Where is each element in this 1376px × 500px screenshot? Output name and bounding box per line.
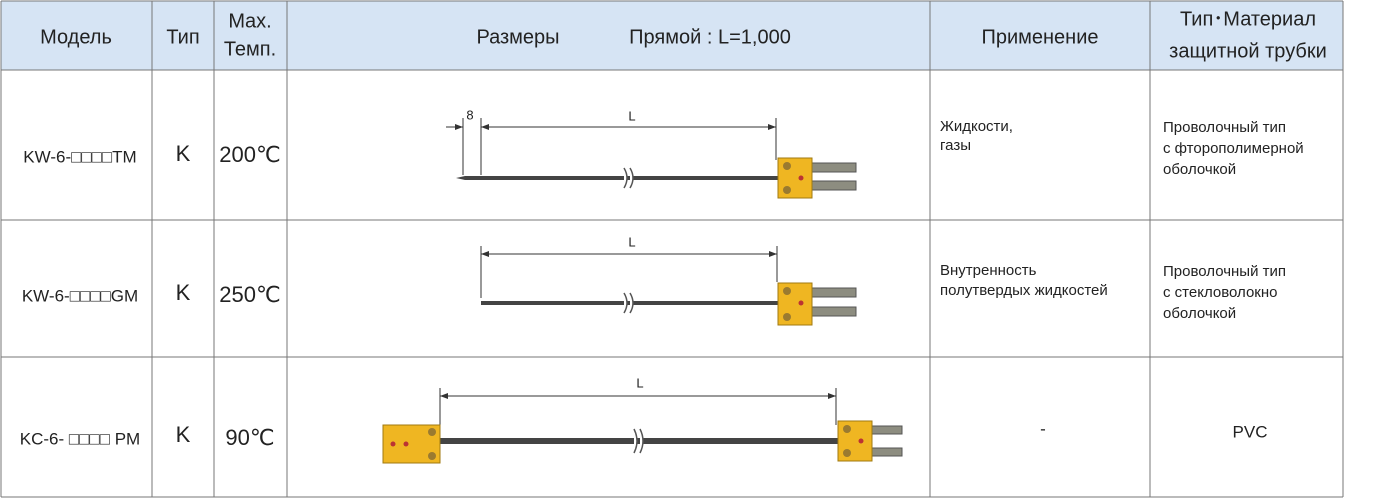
model-cell: KW-6-□□□□GM [22, 286, 138, 305]
drawing-part [633, 428, 644, 454]
header-cell: Прямой : L=1,000 [629, 26, 791, 48]
dimension-label: 8 [466, 107, 473, 122]
header-background [1, 1, 1343, 70]
drawing-part [783, 162, 791, 170]
drawing-part [390, 441, 396, 447]
drawing-part [858, 438, 864, 444]
material-cell: оболочкой [1163, 305, 1236, 322]
type-cell: K [176, 141, 191, 166]
header-cell: Применение [981, 26, 1098, 48]
drawing-part [428, 452, 436, 460]
temp-cell: 250℃ [219, 282, 280, 307]
application-cell: газы [940, 137, 971, 154]
type-cell: K [176, 422, 191, 447]
material-cell: с фторополимерной [1163, 140, 1304, 157]
drawing-part [798, 300, 804, 306]
drawing-part [783, 287, 791, 295]
application-cell: Жидкости, [940, 118, 1013, 135]
header-cell: Модель [40, 26, 112, 48]
dimension-label: L [628, 234, 635, 249]
dimension-drawing [480, 246, 778, 298]
connector [837, 420, 873, 462]
dimension-label: L [628, 108, 635, 123]
drawing-part [783, 313, 791, 321]
drawing-part [843, 449, 851, 457]
model-cell: KW-6-□□□□TM [23, 147, 136, 166]
drawing-part [623, 292, 634, 314]
application-cell: полутвердых жидкостей [940, 282, 1108, 299]
drawing-part [809, 162, 857, 173]
drawing-part [809, 306, 857, 317]
temp-cell: 90℃ [225, 425, 274, 450]
drawing-part [843, 425, 851, 433]
material-cell: оболочкой [1163, 161, 1236, 178]
material-cell: PVC [1233, 422, 1268, 441]
drawing-part [783, 186, 791, 194]
drawing-part [809, 287, 857, 298]
header-cell: защитной трубки [1169, 40, 1327, 62]
model-cell: KC-6- □□□□ PM [20, 429, 140, 448]
drawing-part [809, 180, 857, 191]
temp-cell: 200℃ [219, 142, 280, 167]
header-cell: Тип･Материал [1180, 8, 1316, 30]
header-cell: Размеры [476, 26, 559, 48]
drawing-part [869, 447, 903, 457]
application-cell: Внутренность [940, 262, 1037, 279]
drawing-part [798, 175, 804, 181]
material-cell: Проволочный тип [1163, 263, 1286, 280]
drawing-part [428, 428, 436, 436]
connector [777, 157, 813, 199]
header-cell: Темп. [224, 38, 276, 60]
dimension-drawing [446, 118, 777, 175]
drawing-part [456, 176, 465, 180]
material-cell: с стекловолокно [1163, 284, 1277, 301]
application-cell: - [1040, 419, 1046, 438]
type-cell: K [176, 280, 191, 305]
header-cell: Тип [166, 26, 199, 48]
table-grid [0, 0, 1344, 498]
dimension-drawing [439, 388, 837, 425]
connector [777, 282, 813, 326]
drawing-part [869, 425, 903, 435]
drawing-part [623, 167, 634, 189]
material-cell: Проволочный тип [1163, 119, 1286, 136]
dimension-label: L [636, 375, 643, 390]
drawing-part [403, 441, 409, 447]
header-cell: Max. [228, 10, 271, 32]
